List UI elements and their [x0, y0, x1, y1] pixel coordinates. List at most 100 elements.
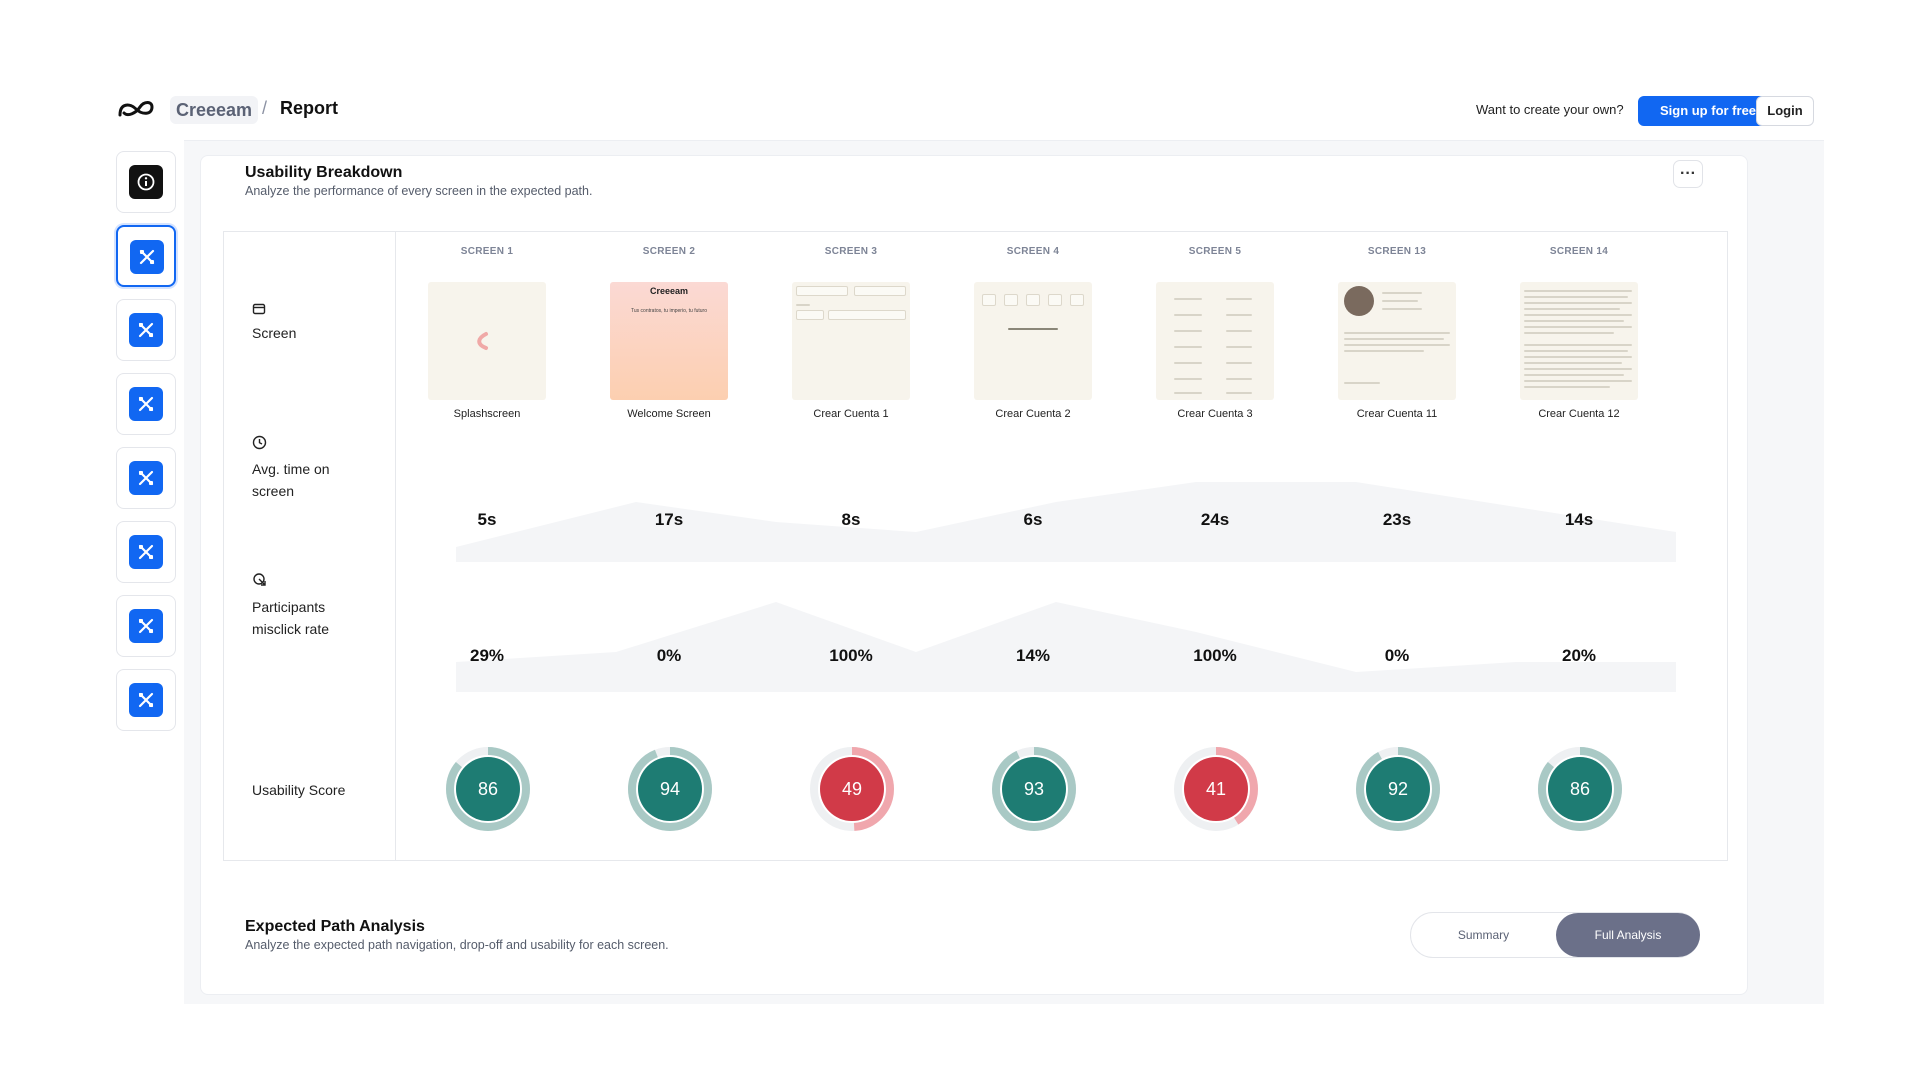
- usability-score-value: 86: [477, 779, 499, 799]
- screen-name: Crear Cuenta 1: [813, 408, 889, 420]
- path-analysis-subtitle: Analyze the expected path navigation, dr…: [245, 938, 669, 952]
- column-header: SCREEN 3: [824, 246, 878, 257]
- screen-thumbnail[interactable]: [1338, 282, 1456, 400]
- column-header: SCREEN 14: [1549, 246, 1609, 257]
- screen-columns: SCREEN 1 Splashscreen 5s 29% 86 SCREEN 2…: [396, 232, 1729, 860]
- screen-name: Crear Cuenta 11: [1356, 408, 1438, 420]
- cta-text: Want to create your own?: [1476, 102, 1624, 117]
- row-label-avg-time-1: Avg. time on: [252, 461, 330, 477]
- screen-column: SCREEN 14: [1488, 232, 1670, 860]
- analysis-view-toggle: Summary Full Analysis: [1410, 912, 1700, 958]
- row-labels: Screen Avg. time on screen Participants …: [224, 232, 396, 860]
- usability-score-value: 41: [1205, 779, 1227, 799]
- screen-column: SCREEN 13 Crear Cuenta 11 23s 0%: [1306, 232, 1488, 860]
- misclick-value: 0%: [1384, 646, 1410, 665]
- info-icon: [129, 165, 163, 199]
- screen-thumbnail[interactable]: Creeeam Tus contratos, tu imperio, tu fu…: [610, 282, 728, 400]
- avg-time-value: 5s: [477, 510, 497, 529]
- sidebar-item-task-3[interactable]: [116, 373, 176, 435]
- sidebar-item-task-5[interactable]: [116, 521, 176, 583]
- usability-score-ring: 94: [628, 747, 712, 831]
- avg-time-value: 24s: [1200, 510, 1230, 529]
- breakdown-subtitle: Analyze the performance of every screen …: [245, 184, 593, 198]
- screen-column: SCREEN 3 Crear Cuenta 1 8s 100% 49: [760, 232, 942, 860]
- cursor-click-icon: [253, 573, 266, 586]
- breadcrumb-home[interactable]: Creeeam: [170, 96, 259, 124]
- tools-icon: [129, 609, 163, 643]
- screen-thumbnail[interactable]: [428, 282, 546, 400]
- top-bar: Creeeam / Report Want to create your own…: [0, 80, 1920, 140]
- column-header: SCREEN 5: [1188, 246, 1242, 257]
- misclick-value: 100%: [829, 646, 873, 665]
- breakdown-table: Screen Avg. time on screen Participants …: [223, 231, 1728, 861]
- tools-icon: [129, 313, 163, 347]
- screen-column: SCREEN 2 Creeeam Tus contratos, tu imper…: [578, 232, 760, 860]
- sidebar-item-info[interactable]: [116, 151, 176, 213]
- sidebar-item-task-6[interactable]: [116, 595, 176, 657]
- avg-time-value: 23s: [1382, 510, 1412, 529]
- screen-icon: [252, 303, 266, 315]
- screen-column: SCREEN 1 Splashscreen 5s 29% 86: [396, 232, 578, 860]
- avg-time-value: 17s: [654, 510, 684, 529]
- tools-icon: [129, 387, 163, 421]
- usability-score-ring: 92: [1356, 747, 1440, 831]
- more-options-button[interactable]: ···: [1673, 160, 1703, 188]
- sidebar-item-task-2[interactable]: [116, 299, 176, 361]
- misclick-value: 100%: [1193, 646, 1237, 665]
- usability-score-ring: 41: [1174, 747, 1258, 831]
- sidebar-item-task-4[interactable]: [116, 447, 176, 509]
- column-header: SCREEN 4: [1006, 246, 1060, 257]
- login-button[interactable]: Login: [1756, 96, 1814, 126]
- usability-score-ring: 86: [446, 747, 530, 831]
- screen-name: Crear Cuenta 12: [1538, 408, 1620, 420]
- screen-column: SCREEN 4 Crear Cuenta 2 6s 14% 93: [942, 232, 1124, 860]
- screen-thumbnail[interactable]: [974, 282, 1092, 400]
- avg-time-value: 6s: [1023, 510, 1043, 529]
- usability-score-value: 86: [1569, 779, 1591, 799]
- row-label-score: Usability Score: [252, 782, 346, 798]
- path-analysis-title: Expected Path Analysis: [245, 918, 425, 935]
- screen-thumbnail[interactable]: [792, 282, 910, 400]
- column-header: SCREEN 13: [1367, 246, 1427, 257]
- screen-name: Crear Cuenta 2: [995, 408, 1071, 420]
- row-label-avg-time-2: screen: [252, 483, 295, 499]
- usability-score-value: 49: [841, 779, 863, 799]
- usability-breakdown-card: Usability Breakdown Analyze the performa…: [200, 155, 1748, 995]
- tools-icon: [129, 535, 163, 569]
- misclick-value: 29%: [469, 646, 505, 665]
- breadcrumb-separator: /: [262, 98, 268, 118]
- tools-icon: [130, 240, 164, 274]
- logo-icon[interactable]: [116, 97, 156, 121]
- misclick-value: 20%: [1561, 646, 1597, 665]
- row-label-misclick-1: Participants: [252, 599, 326, 615]
- avg-time-value: 14s: [1564, 510, 1594, 529]
- screen-thumbnail[interactable]: [1520, 282, 1638, 400]
- background-trend-shape: [456, 482, 1676, 692]
- breakdown-title: Usability Breakdown: [245, 164, 403, 181]
- screen-column: SCREEN 5 Crear Cuenta 3 24s 100% 41: [1124, 232, 1306, 860]
- row-label-misclick-2: misclick rate: [252, 621, 330, 637]
- usability-score-value: 93: [1023, 779, 1045, 799]
- thumb-welcome-tagline: Tus contratos, tu imperio, tu futuro: [631, 308, 707, 314]
- row-label-screen: Screen: [252, 325, 297, 341]
- sidebar: [116, 151, 176, 743]
- usability-score-value: 92: [1387, 779, 1409, 799]
- misclick-value: 0%: [656, 646, 682, 665]
- avatar: [1344, 286, 1374, 316]
- avg-time-value: 8s: [841, 510, 861, 529]
- sidebar-item-task-7[interactable]: [116, 669, 176, 731]
- thumb-welcome-title: Creeeam: [649, 286, 689, 296]
- splash-logo-icon: [477, 332, 488, 350]
- toggle-full-analysis[interactable]: Full Analysis: [1556, 913, 1700, 957]
- signup-button[interactable]: Sign up for free: [1638, 96, 1778, 126]
- usability-score-ring: 93: [992, 747, 1076, 831]
- tools-icon: [129, 683, 163, 717]
- column-header: SCREEN 2: [642, 246, 696, 257]
- sidebar-item-task-1[interactable]: [116, 225, 176, 287]
- usability-score-ring: 49: [810, 747, 894, 831]
- screen-thumbnail[interactable]: [1156, 282, 1274, 400]
- clock-icon: [252, 435, 267, 450]
- usability-score-value: 94: [659, 779, 681, 799]
- screen-name: Crear Cuenta 3: [1177, 408, 1253, 420]
- toggle-summary[interactable]: Summary: [1457, 928, 1510, 942]
